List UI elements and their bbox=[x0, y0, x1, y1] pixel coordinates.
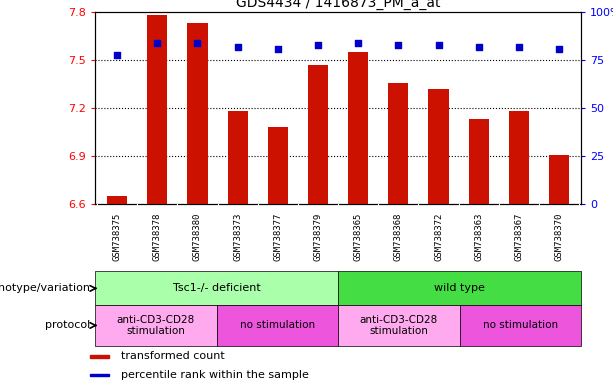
Bar bbox=[216, 305, 338, 346]
Text: transformed count: transformed count bbox=[121, 351, 225, 361]
Text: Tsc1-/- deficient: Tsc1-/- deficient bbox=[173, 283, 261, 293]
Bar bbox=[90, 355, 109, 358]
Text: percentile rank within the sample: percentile rank within the sample bbox=[121, 370, 309, 380]
Text: GSM738373: GSM738373 bbox=[233, 212, 242, 261]
Bar bbox=[338, 305, 460, 346]
Point bbox=[192, 40, 202, 46]
Point bbox=[474, 44, 484, 50]
Point bbox=[112, 51, 122, 58]
Point bbox=[394, 42, 403, 48]
Bar bbox=[268, 127, 288, 204]
Text: GSM738368: GSM738368 bbox=[394, 212, 403, 261]
Bar bbox=[188, 23, 208, 204]
Bar bbox=[147, 15, 167, 204]
Point bbox=[273, 46, 283, 52]
Bar bbox=[460, 305, 581, 346]
Text: GSM738372: GSM738372 bbox=[434, 212, 443, 261]
Point bbox=[554, 46, 564, 52]
Bar bbox=[428, 89, 449, 204]
Text: GSM738370: GSM738370 bbox=[555, 212, 563, 261]
Bar bbox=[95, 305, 216, 346]
Point bbox=[313, 42, 323, 48]
Bar bbox=[509, 111, 529, 204]
Point bbox=[433, 42, 443, 48]
Bar bbox=[388, 83, 408, 204]
Text: GSM738377: GSM738377 bbox=[273, 212, 283, 261]
Text: GSM738379: GSM738379 bbox=[313, 212, 322, 261]
Bar bbox=[227, 111, 248, 204]
Text: genotype/variation: genotype/variation bbox=[0, 283, 90, 293]
Bar bbox=[549, 155, 569, 204]
Point bbox=[153, 40, 162, 46]
Bar bbox=[308, 65, 328, 204]
Bar bbox=[348, 52, 368, 204]
Text: no stimulation: no stimulation bbox=[240, 320, 315, 331]
Text: wild type: wild type bbox=[434, 283, 485, 293]
Text: GSM738378: GSM738378 bbox=[153, 212, 162, 261]
Text: GSM738363: GSM738363 bbox=[474, 212, 483, 261]
Text: GSM738375: GSM738375 bbox=[113, 212, 121, 261]
Bar bbox=[107, 196, 127, 204]
Title: GDS4434 / 1416873_PM_a_at: GDS4434 / 1416873_PM_a_at bbox=[236, 0, 440, 10]
Text: no stimulation: no stimulation bbox=[483, 320, 558, 331]
Point bbox=[233, 44, 243, 50]
Text: GSM738367: GSM738367 bbox=[514, 212, 524, 261]
Text: anti-CD3-CD28
stimulation: anti-CD3-CD28 stimulation bbox=[116, 314, 195, 336]
Bar bbox=[95, 271, 338, 305]
Point bbox=[514, 44, 524, 50]
Text: protocol: protocol bbox=[45, 320, 90, 331]
Text: GSM738365: GSM738365 bbox=[354, 212, 363, 261]
Bar bbox=[468, 119, 489, 204]
Point bbox=[353, 40, 363, 46]
Bar bbox=[90, 374, 109, 376]
Bar bbox=[338, 271, 581, 305]
Text: anti-CD3-CD28
stimulation: anti-CD3-CD28 stimulation bbox=[360, 314, 438, 336]
Text: GSM738380: GSM738380 bbox=[193, 212, 202, 261]
